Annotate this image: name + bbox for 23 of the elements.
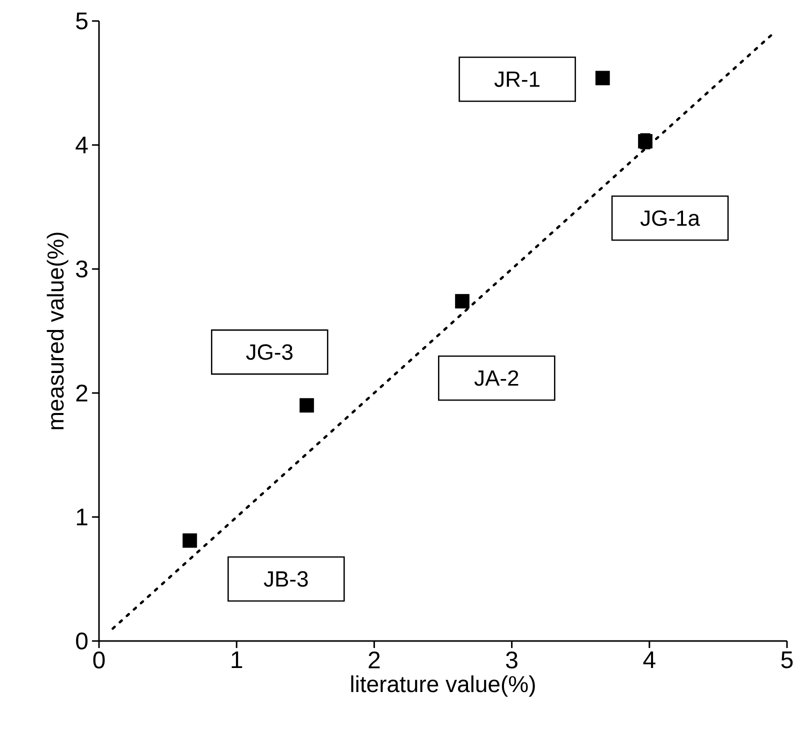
x-tick-label: 0 <box>93 652 105 669</box>
annotation: JR-1 <box>494 72 540 87</box>
x-tick-label: 4 <box>643 652 656 668</box>
y-axis-title: measured value(%) <box>46 232 68 430</box>
annotation: JA-2 <box>474 370 518 386</box>
y-tick-label: 1 <box>76 508 88 526</box>
point <box>182 533 198 548</box>
y-tick-label: 0 <box>76 632 88 650</box>
annotation: JG-3 <box>246 344 293 360</box>
x-tick-label: 2 <box>368 652 380 668</box>
annotation: JG-1a <box>640 210 700 226</box>
point <box>455 294 470 308</box>
x-tick-label: 1 <box>232 652 242 668</box>
annotation: JB-3 <box>264 571 308 587</box>
y-tick-label: 2 <box>76 384 88 402</box>
point <box>595 70 610 86</box>
point <box>300 398 314 413</box>
y-tick-label: 4 <box>76 136 88 154</box>
x-tick-label: 3 <box>506 652 518 669</box>
x-tick-label: 5 <box>781 652 793 668</box>
y-tick-label: 5 <box>76 12 88 30</box>
y-tick-label: 3 <box>76 260 88 278</box>
x-axis-title: literature value(%) <box>351 675 535 697</box>
